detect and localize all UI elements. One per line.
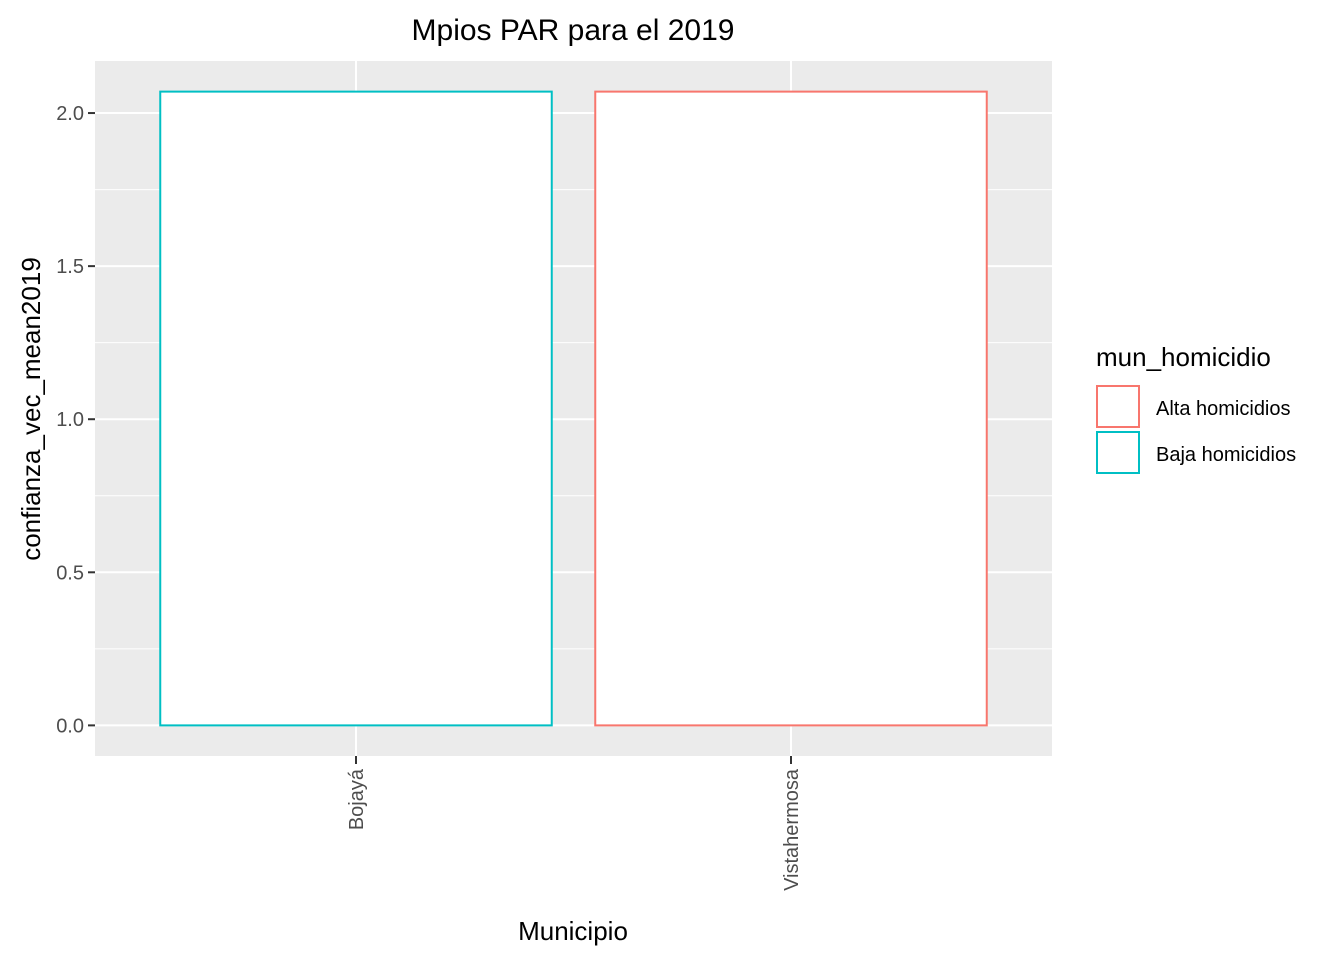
bar-alta-homicidios <box>594 90 988 727</box>
legend-label: Baja homicidios <box>1156 444 1296 466</box>
y-tick-label: 0.0 <box>56 715 84 737</box>
legend: mun_homicidio Alta homicidios Baja homici… <box>1096 342 1296 474</box>
legend-entries: Alta homicidios Baja homicidios <box>1096 385 1296 474</box>
y-tick-label: 1.0 <box>56 409 84 431</box>
x-axis-title: Municipio <box>518 916 628 946</box>
x-tick-label: Vistahermosa <box>781 768 803 891</box>
y-tick-label: 2.0 <box>56 103 84 125</box>
legend-title: mun_homicidio <box>1096 342 1271 372</box>
y-tick-label: 0.5 <box>56 562 84 584</box>
y-tick-label: 1.5 <box>56 256 84 278</box>
legend-key <box>1096 431 1140 474</box>
y-axis-title: confianza_vec_mean2019 <box>16 257 46 561</box>
bar-baja-homicidios <box>159 90 553 727</box>
axes: 0.0 0.5 1.0 1.5 2.0 Bojayá Vistahermosa <box>56 103 803 891</box>
legend-key <box>1096 385 1140 428</box>
chart-title: Mpios PAR para el 2019 <box>412 14 735 47</box>
legend-label: Alta homicidios <box>1156 398 1291 420</box>
bars <box>159 90 988 727</box>
x-tick-label: Bojayá <box>346 768 368 830</box>
